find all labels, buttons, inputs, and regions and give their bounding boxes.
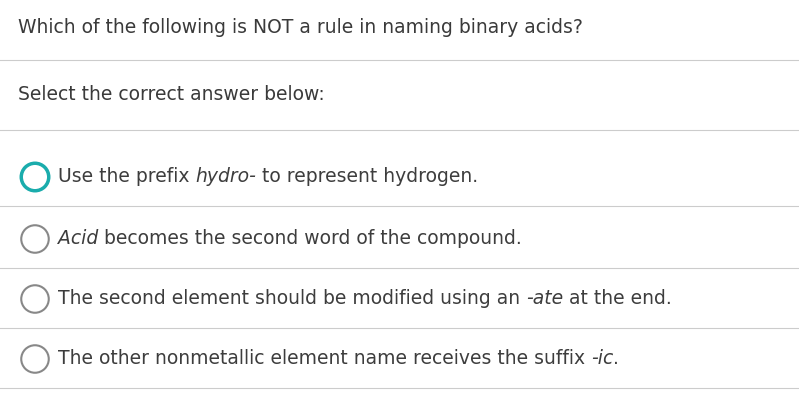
Point: [29, 296, 42, 302]
Text: The second element should be modified using an: The second element should be modified us…: [58, 289, 526, 309]
Text: The other nonmetallic element name receives the suffix: The other nonmetallic element name recei…: [58, 349, 591, 368]
Point: [29, 356, 42, 362]
Text: to represent hydrogen.: to represent hydrogen.: [256, 168, 479, 187]
Text: Select the correct answer below:: Select the correct answer below:: [18, 85, 324, 104]
Text: -ate: -ate: [526, 289, 563, 309]
Text: becomes the second word of the compound.: becomes the second word of the compound.: [98, 229, 522, 249]
Text: Acid: Acid: [58, 229, 98, 249]
Text: -ic: -ic: [591, 349, 614, 368]
Text: .: .: [614, 349, 619, 368]
Text: at the end.: at the end.: [563, 289, 672, 309]
Point: [29, 236, 42, 242]
Point: [29, 174, 42, 180]
Text: Use the prefix: Use the prefix: [58, 168, 196, 187]
Text: hydro-: hydro-: [196, 168, 256, 187]
Text: Which of the following is NOT a rule in naming binary acids?: Which of the following is NOT a rule in …: [18, 18, 583, 37]
